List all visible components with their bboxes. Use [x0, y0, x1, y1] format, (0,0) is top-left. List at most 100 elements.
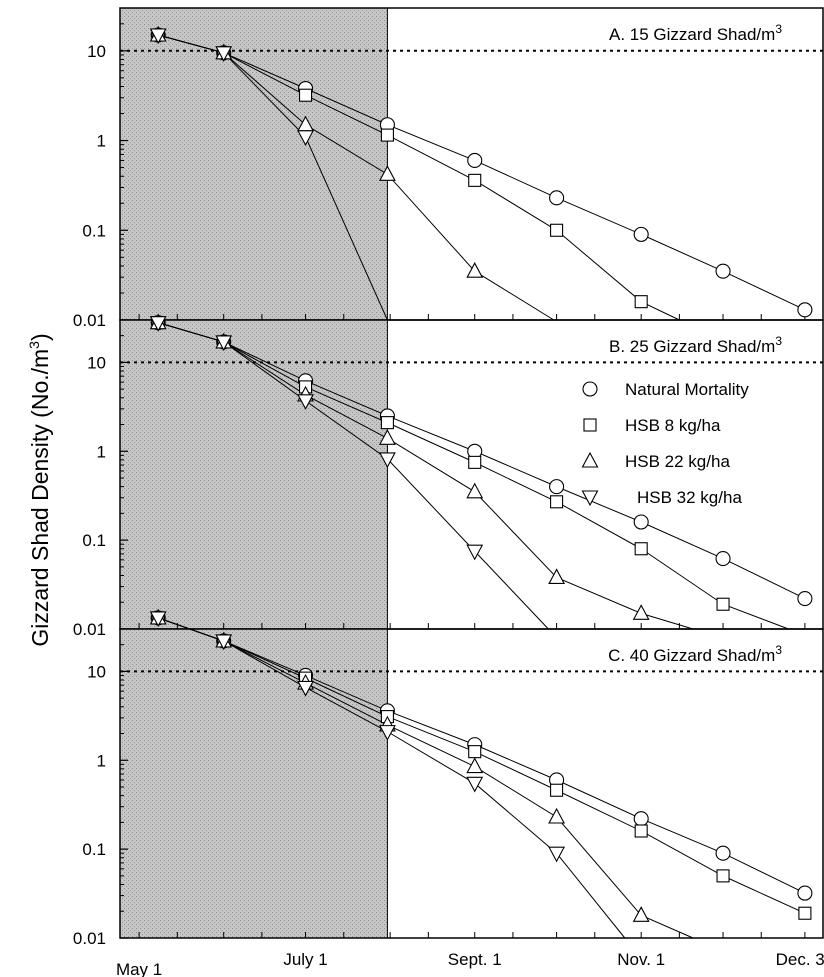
panel-title-sup: 3 [775, 643, 782, 657]
series-line-triangle-down [158, 34, 388, 321]
legend-marker-triangle-up [581, 451, 599, 468]
panel-b: 0.01 0.1 1 10 B. 25 Gizzard Shad/m3 Natural M… [73, 313, 824, 639]
shaded-period [120, 320, 388, 629]
series-line-triangle-up [158, 617, 694, 939]
data-point-triangle-down [548, 846, 566, 863]
y-axis-title-sup: 3 [26, 341, 42, 349]
data-point-triangle-down [149, 316, 167, 332]
data-point-triangle-down [378, 452, 396, 469]
data-point-triangle-down [466, 776, 484, 793]
data-point-triangle-up [466, 262, 484, 278]
y-tick-label: 10 [87, 353, 106, 372]
y-tick-label: 0.01 [73, 929, 106, 948]
x-tick-label: Sept. 1 [448, 950, 502, 969]
panel-title: A. 15 Gizzard Shad/m3 [609, 22, 782, 44]
y-tick-label: 1 [97, 751, 106, 770]
legend-label: HSB 8 kg/ha [625, 416, 721, 435]
series-line-triangle-down [158, 322, 549, 630]
data-point-circle [715, 845, 731, 861]
data-point-circle [715, 551, 731, 567]
x-tick-label: May 1 [116, 960, 162, 977]
data-point-circle [633, 811, 649, 827]
data-point-triangle-down [149, 28, 167, 45]
data-point-square [716, 869, 730, 883]
y-tick-label: 0.01 [73, 311, 106, 330]
y-tick-label: 1 [97, 132, 106, 151]
y-axis-title-close: ) [27, 333, 53, 341]
panel-title-text: C. 40 Gizzard Shad/m [608, 646, 775, 665]
data-point-square [550, 783, 564, 797]
data-point-square [634, 542, 648, 556]
y-tick-label: 0.01 [73, 620, 106, 639]
data-point-triangle-down [297, 680, 314, 697]
data-point-triangle-up [632, 906, 650, 922]
data-point-triangle-down [149, 611, 167, 628]
panel-title-sup: 3 [775, 334, 782, 348]
series-line-triangle-up [158, 322, 694, 630]
data-point-circle [549, 190, 565, 206]
data-point-triangle-down [297, 394, 314, 410]
data-point-square [468, 745, 482, 759]
data-point-triangle-down [297, 130, 314, 146]
legend: Natural Mortality HSB 8 kg/ha HSB 22 kg/ha… [581, 380, 749, 507]
panel-title-text: B. 25 Gizzard Shad/m [609, 337, 775, 356]
data-point-triangle-down [215, 634, 233, 651]
data-point-circle [715, 263, 731, 279]
data-point-circle [797, 302, 813, 318]
y-tick-label: 1 [97, 442, 106, 461]
data-point-circle [633, 226, 649, 242]
y-tick-label: 10 [87, 662, 106, 681]
data-point-square [798, 906, 812, 920]
shaded-period [120, 629, 388, 938]
panel-a: 0.01 0.1 1 10 A. 15 Gizzard Shad/m3 [73, 7, 824, 330]
y-tick-label: 10 [87, 42, 106, 61]
y-tick-label: 0.1 [82, 840, 106, 859]
data-point-square [634, 295, 648, 309]
x-tick-label: Dec. 31 [776, 950, 824, 969]
data-point-square [550, 223, 564, 237]
legend-marker-circle [582, 381, 598, 397]
panel-title: C. 40 Gizzard Shad/m3 [608, 643, 782, 665]
data-point-triangle-down [215, 46, 233, 62]
data-point-square [716, 597, 730, 611]
y-axis-title-text: Gizzard Shad Density (No./m [27, 349, 53, 647]
legend-label: HSB 22 kg/ha [625, 452, 730, 471]
legend-marker-square [583, 418, 597, 432]
panel-c: 0.01 0.1 1 10 C. 40 Gizzard Shad/m3 [73, 608, 824, 948]
data-point-triangle-up [548, 807, 566, 824]
x-tick-label: Nov. 1 [617, 950, 665, 969]
data-point-triangle-up [548, 568, 566, 585]
y-tick-label: 0.1 [82, 531, 106, 550]
data-point-square [634, 824, 648, 838]
data-point-square [468, 455, 482, 469]
data-point-triangle-up [466, 482, 484, 499]
data-point-square [550, 495, 564, 509]
data-point-triangle-up [378, 165, 396, 181]
data-point-triangle-up [378, 429, 396, 445]
data-point-triangle-down [378, 725, 396, 741]
data-point-triangle-down [466, 544, 484, 561]
y-tick-label: 0.1 [82, 221, 106, 240]
data-point-square [380, 416, 394, 430]
data-point-circle [467, 152, 483, 168]
data-point-circle [549, 479, 565, 495]
data-point-triangle-up [466, 757, 484, 774]
y-axis-title: Gizzard Shad Density (No./m3) [26, 333, 53, 646]
panel-title-text: A. 15 Gizzard Shad/m [609, 25, 775, 44]
x-tick-label: July 1 [283, 950, 327, 969]
legend-label: Natural Mortality [625, 380, 749, 399]
shaded-period [120, 8, 388, 320]
data-point-circle [633, 514, 649, 530]
series-line-square [158, 34, 680, 321]
data-point-circle [797, 591, 813, 607]
data-point-triangle-down [215, 335, 233, 352]
data-point-circle [797, 885, 813, 901]
panel-title: B. 25 Gizzard Shad/m3 [609, 334, 782, 356]
data-point-square [380, 128, 394, 142]
data-point-triangle-up [632, 604, 650, 620]
panel-frame [119, 628, 824, 939]
panel-title-sup: 3 [775, 22, 782, 36]
data-point-square [468, 173, 482, 187]
legend-marker-triangle-down [581, 490, 599, 507]
